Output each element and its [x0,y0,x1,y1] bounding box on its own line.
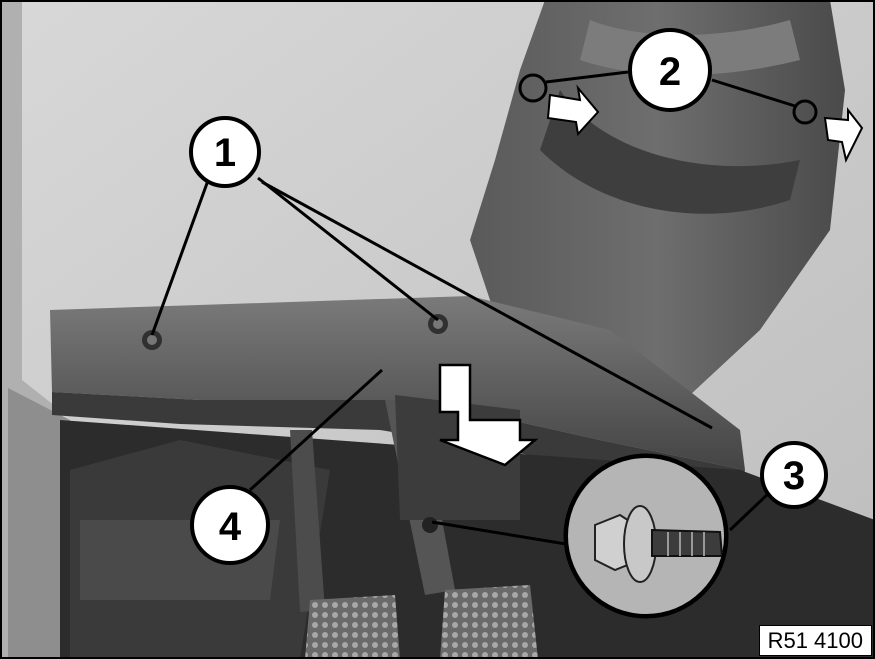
arrow-left-clip-icon [546,84,600,137]
callout-4-label: 4 [219,505,242,549]
clip-location [422,517,438,533]
clip-marker-left [518,73,548,103]
pedal-arm-clutch [290,430,325,612]
callout-3: 3 [760,441,828,509]
lower-trim-panel [50,296,745,470]
screw-left-head [147,335,157,345]
leader-1-b [257,176,439,322]
leader-1-a [150,174,212,336]
clip-marker-right [792,99,818,125]
arrow-right-clip-icon [823,107,864,163]
leader-1-c [261,180,713,430]
trim-panel-shadow [52,392,745,490]
screw-right-head [433,319,443,329]
callout-2-label: 2 [659,50,681,94]
clip-shank-icon [651,528,724,557]
callout-3-label: 3 [783,454,805,498]
reference-code: R51 4100 [758,625,872,656]
clutch-pedal-pad [305,595,400,659]
leader-magnifier [431,520,573,547]
leader-4 [248,368,384,492]
door-panel [8,388,70,659]
magnifier-content [568,458,724,614]
callout-1-label: 1 [214,131,236,175]
leader-2-b [711,78,796,108]
brake-pedal-pad [440,585,538,659]
leader-3 [728,490,772,532]
column-cover-edge [540,90,800,214]
arrow-down-panel-icon [438,363,539,467]
callout-4: 4 [190,485,270,565]
callout-1: 1 [189,116,261,188]
callout-2: 2 [628,28,712,112]
leader-2-a [545,70,629,84]
leader-lines [150,70,796,547]
